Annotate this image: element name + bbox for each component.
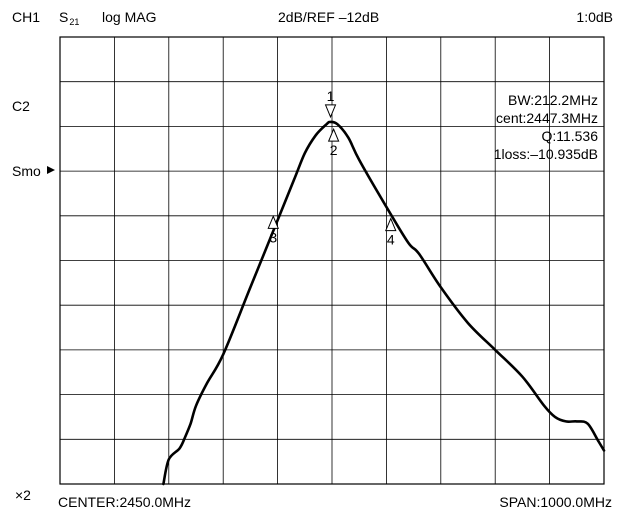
center-readout: cent:2447.3MHz — [496, 110, 598, 126]
marker-1-triangle — [324, 104, 337, 119]
marker-ref-label: 1:0dB — [576, 9, 613, 25]
insertion-loss-readout: 1loss:–10.935dB — [493, 146, 598, 162]
marker-2-label: 2 — [330, 142, 338, 158]
marker-2-triangle — [327, 127, 340, 142]
scale-reference-label: 2dB/REF –12dB — [278, 9, 380, 25]
s-parameter-letter: S — [59, 9, 69, 25]
marker-3-triangle — [267, 215, 279, 229]
marker-4-triangle — [385, 217, 397, 232]
marker-3-label: 3 — [269, 229, 277, 245]
s-parameter-label: S21 — [59, 9, 79, 30]
marker-4-label: 4 — [387, 232, 395, 248]
plot-grid — [59, 36, 605, 485]
bandwidth-readout: BW:212.2MHz — [508, 92, 598, 108]
center-frequency-label: CENTER:2450.0MHz — [58, 494, 192, 510]
span-label: SPAN:1000.0MHz — [499, 494, 612, 510]
s-parameter-subscript: 21 — [69, 17, 80, 27]
channel-label: CH1 — [12, 9, 41, 25]
smoothing-label: Smo — [12, 163, 41, 179]
marker-group: 1 2 3 4 — [267, 88, 397, 248]
channel2-label: C2 — [12, 98, 30, 114]
q-factor-readout: Q:11.536 — [541, 128, 598, 144]
trace-line — [162, 120, 606, 486]
format-label: log MAG — [102, 9, 157, 25]
smoothing-pointer-icon — [47, 166, 55, 174]
multiplier-label: ×2 — [15, 487, 31, 503]
trace-group — [162, 120, 606, 486]
marker-1-label: 1 — [327, 88, 335, 104]
